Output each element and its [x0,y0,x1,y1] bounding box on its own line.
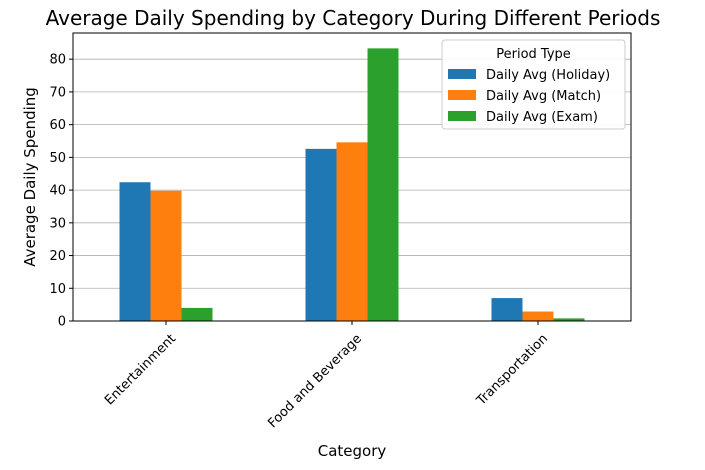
legend-swatch [448,90,476,100]
y-tick-label: 80 [49,53,66,68]
y-tick-label: 70 [49,85,66,100]
bar-daily-avg-exam-2 [553,318,585,321]
y-tick-label: 50 [49,151,66,166]
bar-daily-avg-holiday-0 [119,182,151,321]
legend-label: Daily Avg (Holiday) [486,68,610,83]
legend-swatch [448,69,476,79]
bar-daily-avg-match-0 [150,190,182,321]
bar-daily-avg-exam-0 [181,307,213,321]
y-tick-label: 0 [58,315,66,330]
bar-daily-avg-match-2 [522,311,554,321]
bar-daily-avg-holiday-2 [491,298,523,321]
y-axis-ticks: 0 10 20 30 40 50 60 70 80 [49,53,73,330]
y-axis-label: Average Daily Spending [21,87,39,267]
legend-swatch [448,111,476,121]
y-tick-label: 30 [49,216,66,231]
bar-daily-avg-exam-1 [367,48,399,322]
bar-daily-avg-match-1 [336,142,368,321]
y-tick-label: 60 [49,118,66,133]
legend-label: Daily Avg (Match) [486,89,601,104]
bar-daily-avg-holiday-1 [305,148,337,321]
x-tick-label: Entertainment [102,331,179,408]
y-tick-label: 20 [49,249,66,264]
x-axis-ticks: Entertainment Food and Beverage Transporta… [102,321,551,431]
legend-label: Daily Avg (Exam) [486,110,598,125]
legend-title: Period Type [496,47,571,62]
chart-title: Average Daily Spending by Category Durin… [46,6,661,30]
legend-box [441,39,626,130]
x-tick-label: Food and Beverage [265,331,365,431]
y-tick-label: 40 [49,184,66,199]
legend: Period Type Daily Avg (Holiday) Daily Avg … [441,39,626,130]
x-axis-label: Category [318,442,387,460]
y-tick-label: 10 [49,282,66,297]
bars [119,48,585,322]
x-tick-label: Transportation [473,331,551,409]
